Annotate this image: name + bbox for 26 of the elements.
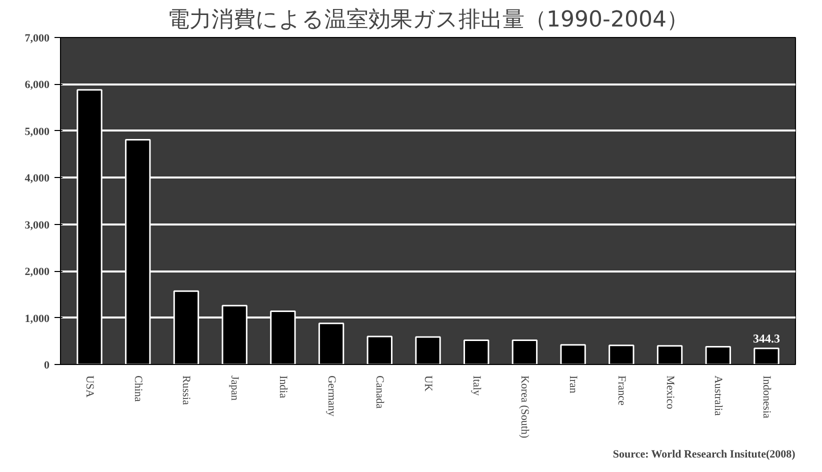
y-tick-label: 5,000 (24, 126, 50, 138)
y-tick-label: 3,000 (24, 219, 50, 232)
y-tick-label: 0 (44, 360, 50, 372)
x-tick-label: Germany (325, 376, 338, 417)
x-tick-label: Italy (470, 376, 482, 396)
chart-title: 電力消費による温室効果ガス排出量（1990-2004） (168, 8, 688, 32)
y-tick-label: 1,000 (24, 312, 50, 325)
x-tick-label: Iran (567, 376, 580, 394)
x-tick-label: France (615, 376, 628, 406)
x-tick-label: Canada (374, 376, 386, 409)
x-tick-label: Japan (228, 376, 241, 402)
x-tick-label: USA (84, 376, 96, 398)
x-tick-label: Mexico (664, 376, 676, 410)
x-tick-label: Russia (180, 376, 192, 405)
x-tick-label: UK (422, 376, 434, 392)
x-tick-label: India (276, 376, 289, 398)
source-note: Source: World Research Insitute(2008) (612, 448, 796, 460)
y-tick-label: 7,000 (24, 32, 50, 44)
x-tick-label: Australia (712, 376, 724, 416)
y-tick-label: 4,000 (24, 172, 50, 185)
x-tick-label: Korea (South) (518, 376, 531, 438)
data-label: 344.3 (752, 331, 780, 346)
x-tick-label: China (132, 376, 144, 402)
y-tick-label: 2,000 (24, 266, 50, 278)
y-tick-label: 6,000 (24, 79, 50, 92)
x-tick-label: Indonesia (760, 376, 772, 418)
